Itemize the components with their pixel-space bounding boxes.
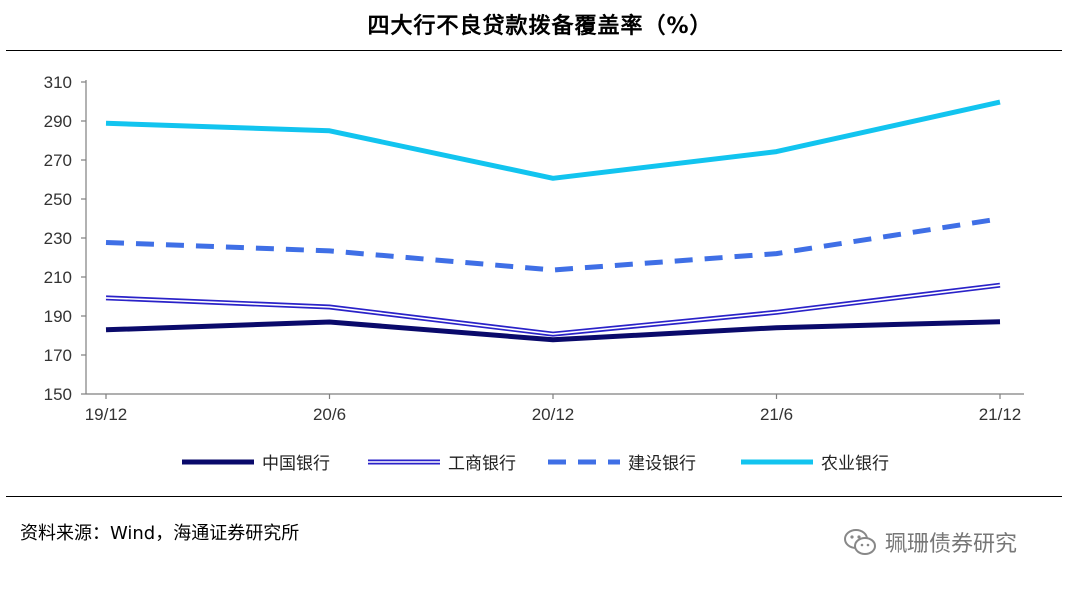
chart-series	[105, 99, 1001, 343]
y-tick-label: 190	[44, 307, 72, 326]
y-tick-label: 270	[44, 151, 72, 170]
x-tick-label: 20/12	[532, 405, 575, 424]
chart-legend: 中国银行 工商银行 建设银行 农业银行	[182, 454, 889, 474]
series-line-0	[105, 319, 1001, 343]
legend-label: 建设银行	[628, 454, 696, 474]
y-tick-label: 230	[44, 229, 72, 248]
wechat-icon	[844, 529, 876, 555]
legend-label: 中国银行	[262, 454, 330, 474]
watermark-text: 珮珊债券研究	[885, 532, 1018, 557]
chart-title: 四大行不良贷款拨备覆盖率（%）	[367, 14, 713, 39]
series-line-3	[105, 99, 1001, 181]
y-tick-label: 250	[44, 190, 72, 209]
x-tick-label: 20/6	[313, 405, 346, 424]
series-line-2	[105, 216, 1001, 273]
x-tick-label: 21/12	[979, 405, 1022, 424]
y-tick-label: 170	[44, 346, 72, 365]
y-tick-label: 310	[44, 73, 72, 92]
y-tick-label: 290	[44, 112, 72, 131]
title-rule	[6, 50, 1062, 51]
line-chart: 150 170 190 210 230 250 270 290 310 19/12 20/6 20/1…	[44, 73, 1024, 474]
x-tick-label: 19/12	[85, 405, 128, 424]
legend-label: 农业银行	[821, 454, 889, 474]
x-tick-label: 21/6	[760, 405, 793, 424]
source-note: 资料来源：Wind，海通证券研究所	[20, 523, 300, 544]
watermark: 珮珊债券研究	[843, 526, 1017, 558]
source-rule	[6, 496, 1062, 497]
y-tick-label: 150	[44, 385, 72, 404]
chart-axes: 150 170 190 210 230 250 270 290 310 19/12 20/6 20/1…	[44, 73, 1024, 424]
y-tick-label: 210	[44, 268, 72, 287]
series-line-1-inner	[105, 284, 1001, 335]
legend-label: 工商银行	[448, 454, 516, 474]
